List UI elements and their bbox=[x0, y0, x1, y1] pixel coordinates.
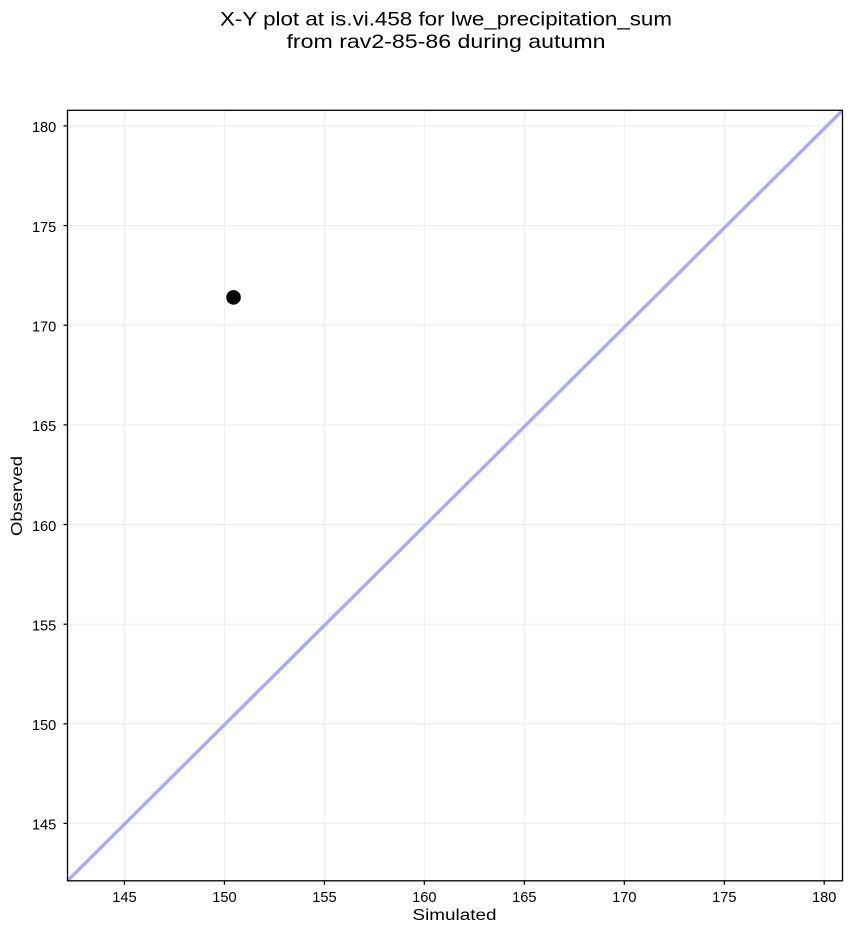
svg-text:165: 165 bbox=[512, 890, 536, 906]
svg-text:145: 145 bbox=[112, 890, 136, 906]
svg-text:150: 150 bbox=[212, 890, 236, 906]
svg-text:Simulated: Simulated bbox=[413, 907, 497, 924]
svg-text:Observed: Observed bbox=[9, 456, 26, 536]
svg-text:170: 170 bbox=[32, 320, 56, 336]
svg-text:150: 150 bbox=[32, 718, 56, 734]
svg-text:160: 160 bbox=[412, 890, 436, 906]
svg-text:145: 145 bbox=[32, 818, 56, 834]
svg-text:180: 180 bbox=[812, 890, 836, 906]
svg-text:155: 155 bbox=[312, 890, 336, 906]
svg-text:180: 180 bbox=[32, 120, 56, 136]
svg-text:175: 175 bbox=[32, 220, 56, 236]
svg-text:175: 175 bbox=[712, 890, 736, 906]
svg-text:X-Y plot at is.vi.458 for lwe_: X-Y plot at is.vi.458 for lwe_precipitat… bbox=[220, 8, 672, 30]
svg-text:155: 155 bbox=[32, 619, 56, 635]
svg-text:from rav2-85-86 during autumn: from rav2-85-86 during autumn bbox=[287, 31, 606, 53]
svg-text:160: 160 bbox=[32, 519, 56, 535]
svg-text:170: 170 bbox=[612, 890, 636, 906]
svg-text:165: 165 bbox=[32, 419, 56, 435]
